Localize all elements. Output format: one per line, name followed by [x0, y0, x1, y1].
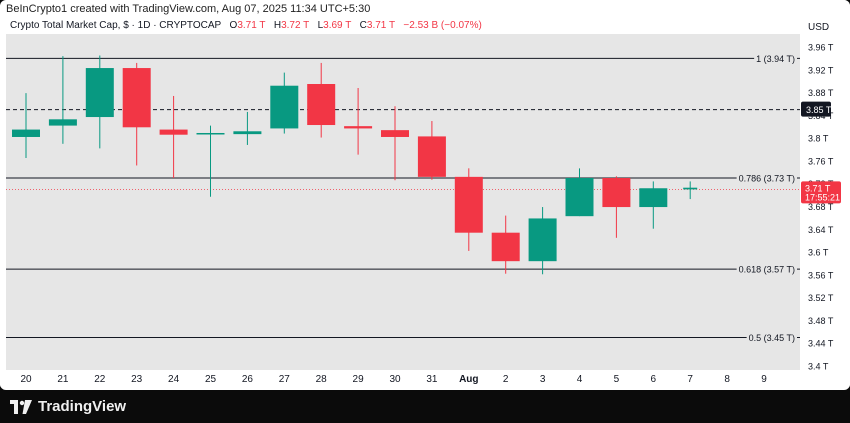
candle-body [565, 177, 594, 217]
x-tick-label: 24 [168, 374, 180, 385]
tradingview-logo[interactable]: TradingView [10, 398, 126, 415]
x-tick-label: 5 [614, 374, 620, 385]
y-tick-label: 3.52 T [808, 293, 834, 303]
x-tick-label: 8 [724, 374, 730, 385]
x-tick-label: 25 [205, 374, 217, 385]
chart-panel: 1 (3.94 T) 0.786 (3.73 T) 0.618 (3.57 T) 0.… [0, 0, 850, 390]
candle-body [602, 177, 631, 208]
low-key: L [317, 20, 324, 31]
x-tick-label: 21 [57, 374, 69, 385]
x-tick-label: 30 [389, 374, 401, 385]
candle-body [159, 129, 188, 135]
time-axis [0, 370, 800, 387]
x-tick-label: 28 [316, 374, 328, 385]
y-tick-label: 3.8 T [808, 134, 829, 144]
candle-body [122, 68, 151, 128]
x-tick-label: 22 [94, 374, 106, 385]
price-tag-price: 3.71 T [805, 183, 831, 193]
high-value: 3.72 T [281, 20, 310, 31]
candle-body [48, 119, 77, 126]
fib-label-bg [746, 332, 798, 345]
y-tick-label: 3.4 T [808, 362, 829, 372]
fib-label-bg [736, 263, 797, 276]
price-tag [801, 181, 841, 204]
open-key: O [229, 20, 238, 31]
price-tag-timer: 17:55:21 [805, 192, 840, 202]
currency-label: USD [808, 22, 830, 33]
x-tick-label: Aug [459, 374, 478, 385]
x-tick-label: 29 [353, 374, 365, 385]
y-tick-label: 3.76 T [808, 156, 834, 166]
x-tick-label: 9 [761, 374, 767, 385]
candle-body [270, 85, 299, 129]
candle-body [307, 83, 336, 126]
y-tick-label: 3.96 T [808, 42, 834, 52]
fib-label-bg [754, 52, 797, 65]
candle-body [417, 136, 446, 177]
fib-label-bg [736, 172, 797, 185]
candle-body [491, 232, 520, 262]
high-key: H [273, 20, 282, 31]
y-tick-label: 3.88 T [808, 88, 834, 98]
candle-body [454, 176, 483, 233]
symbol-legend: Crypto Total Market Cap, $ · 1D · CRYPTO… [10, 20, 482, 31]
candle-body [85, 68, 114, 118]
x-tick-label: 3 [540, 374, 546, 385]
y-tick-label: 3.68 T [808, 202, 834, 212]
y-tick-label: 3.56 T [808, 270, 834, 280]
x-tick-label: 26 [242, 374, 254, 385]
fib-level-label: 0.786 (3.73 T) [739, 173, 795, 183]
y-tick-label: 3.64 T [808, 225, 834, 235]
y-tick-label: 3.44 T [808, 339, 834, 349]
level-tag [801, 101, 831, 117]
candle-body [344, 126, 373, 129]
candle-body [233, 131, 262, 135]
footer-bar [0, 390, 850, 423]
fib-level-label: 0.618 (3.57 T) [739, 265, 795, 275]
level-tag-label: 3.85 T [806, 105, 832, 115]
candle-body [381, 130, 409, 137]
fib-level-label: 1 (3.94 T) [756, 54, 795, 64]
x-tick-label: 7 [687, 374, 693, 385]
x-tick-label: 23 [131, 374, 143, 385]
candle-body [639, 188, 668, 208]
open-value: 3.71 T [237, 20, 266, 31]
change-value: −2.53 B (−0.07%) [403, 20, 482, 31]
y-tick-label: 3.6 T [808, 248, 829, 258]
y-tick-label: 3.92 T [808, 65, 834, 75]
brand-name: TradingView [38, 398, 127, 415]
x-tick-label: 20 [20, 374, 32, 385]
tradingview-logo-icon [10, 399, 32, 414]
y-tick-label: 3.48 T [808, 316, 834, 326]
candlestick-chart[interactable]: 1 (3.94 T) 0.786 (3.73 T) 0.618 (3.57 T) 0.… [0, 0, 850, 390]
x-tick-label: 2 [503, 374, 509, 385]
close-key: C [359, 20, 367, 31]
candle-body [683, 187, 698, 190]
fib-level-label: 0.5 (3.45 T) [749, 333, 795, 343]
x-tick-label: 4 [577, 374, 583, 385]
x-tick-label: 6 [651, 374, 657, 385]
credit-line: BeInCrypto1 created with TradingView.com… [6, 3, 371, 15]
x-tick-label: 27 [279, 374, 291, 385]
low-value: 3.69 T [323, 20, 352, 31]
candle-body [528, 218, 557, 262]
symbol-title[interactable]: Crypto Total Market Cap, $ · 1D · CRYPTO… [10, 20, 222, 31]
x-tick-label: 31 [426, 374, 438, 385]
candle-body [12, 129, 40, 137]
candle-body [196, 132, 225, 135]
close-value: 3.71 T [366, 20, 396, 31]
